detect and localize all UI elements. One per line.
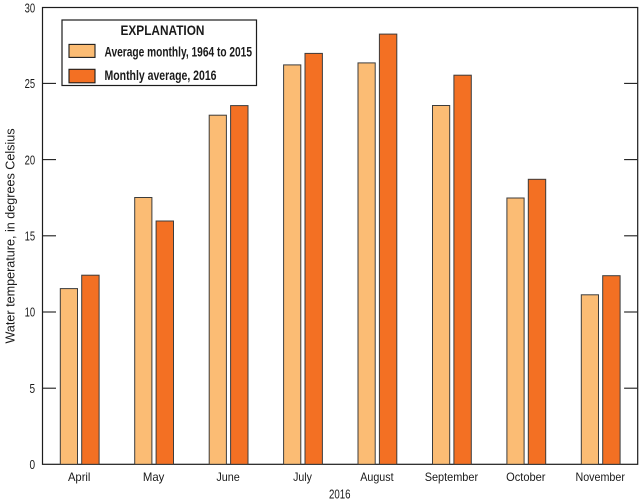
svg-text:July: July: [293, 470, 312, 484]
svg-text:Average monthly, 1964 to 2015: Average monthly, 1964 to 2015: [105, 43, 253, 59]
svg-text:10: 10: [25, 305, 36, 320]
svg-text:June: June: [216, 470, 240, 484]
svg-text:Monthly average, 2016: Monthly average, 2016: [105, 67, 217, 83]
svg-text:30: 30: [25, 1, 36, 16]
svg-text:May: May: [143, 470, 165, 484]
svg-text:April: April: [68, 470, 91, 484]
svg-text:EXPLANATION: EXPLANATION: [121, 22, 205, 38]
svg-text:September: September: [425, 470, 478, 484]
svg-text:November: November: [575, 470, 625, 484]
svg-text:October: October: [506, 470, 545, 484]
svg-text:Water temperature, in degrees: Water temperature, in degrees Celsius: [3, 128, 18, 343]
svg-text:2016: 2016: [329, 488, 351, 502]
svg-text:0: 0: [30, 457, 36, 472]
svg-text:20: 20: [25, 152, 36, 167]
svg-text:August: August: [360, 470, 394, 484]
svg-text:5: 5: [30, 381, 36, 396]
svg-text:15: 15: [25, 229, 36, 244]
svg-text:25: 25: [25, 76, 36, 91]
